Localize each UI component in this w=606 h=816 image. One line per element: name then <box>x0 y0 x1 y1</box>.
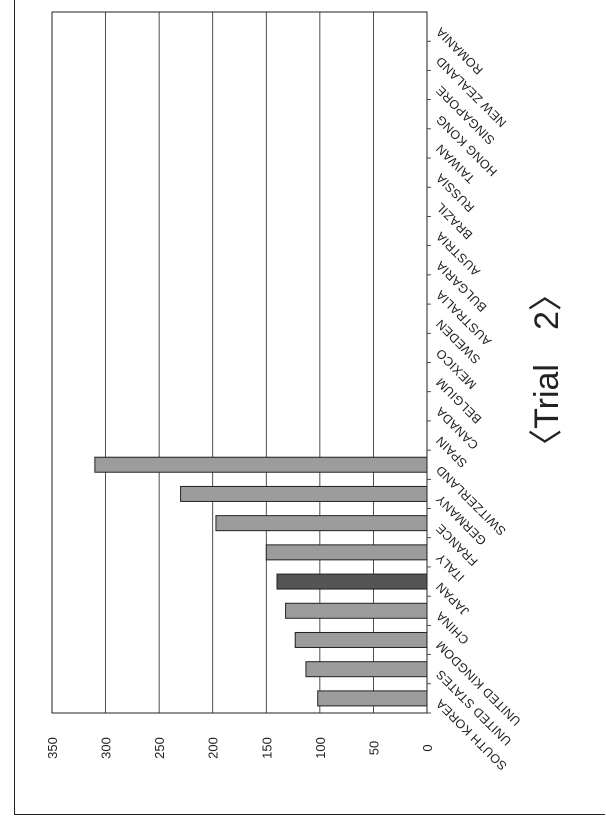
bar <box>276 573 428 590</box>
bar <box>94 456 428 473</box>
bar <box>317 690 428 707</box>
bar <box>294 631 428 648</box>
y-tick-label: 200 <box>206 737 221 759</box>
bar <box>215 515 428 532</box>
y-tick-label: 50 <box>366 741 381 755</box>
y-tick-label: 300 <box>99 737 114 759</box>
bar <box>285 602 428 619</box>
bar <box>180 485 428 502</box>
bar <box>305 661 428 678</box>
trial-annotation: 〈Trial 2〉 <box>528 277 566 463</box>
page-frame <box>14 0 605 815</box>
category-label: JAPAN <box>433 579 472 618</box>
y-tick-label: 250 <box>152 737 167 759</box>
y-tick-label: 0 <box>420 744 435 751</box>
y-tick-label: 350 <box>45 737 60 759</box>
y-tick-label: 100 <box>313 737 328 759</box>
bar <box>265 544 428 561</box>
y-tick-label: 150 <box>259 737 274 759</box>
